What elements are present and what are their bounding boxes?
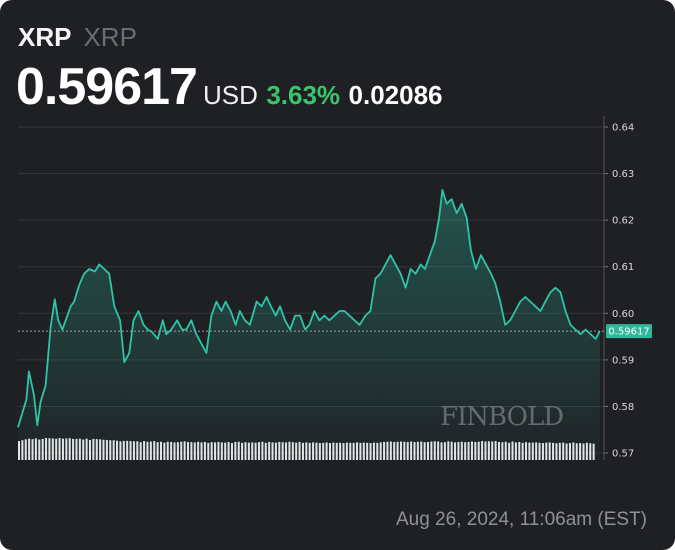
change-absolute: 0.02086 <box>348 80 443 110</box>
y-tick-label: 0.58 <box>612 402 634 413</box>
price-area <box>18 189 600 460</box>
price-chart: FINBOLD 0.57 0.58 0.59 0.60 0.61 0.62 0.63 0.64… <box>17 116 652 460</box>
y-tick-label: 0.63 <box>612 169 634 180</box>
last-price-marker: 0.59617 <box>18 324 652 339</box>
y-tick-label: 0.61 <box>612 262 634 273</box>
currency-label: USD <box>202 80 258 110</box>
price-line <box>17 189 601 428</box>
price-area-fill <box>18 189 600 460</box>
timestamp-label: Aug 26, 2024, 11:06am (EST) <box>395 509 647 530</box>
finbold-watermark: FINBOLD <box>440 402 563 432</box>
y-tick-label: 0.59 <box>612 355 634 366</box>
price-row: 0.59617 USD 3.63% 0.02086 <box>16 57 443 117</box>
price-value: 0.59617 <box>16 58 198 116</box>
symbol-label: XRP <box>18 22 72 52</box>
price-line-group <box>17 189 601 428</box>
last-price-label: 0.59617 <box>608 327 649 338</box>
y-tick-label: 0.60 <box>612 309 634 320</box>
symbol-row: XRP XRP <box>18 22 137 52</box>
change-percent: 3.63% <box>266 80 341 110</box>
y-tick-label: 0.64 <box>612 122 634 133</box>
y-tick-label: 0.62 <box>612 216 634 227</box>
symbol-sub-label: XRP <box>83 22 137 52</box>
y-axis-ticks: 0.57 0.58 0.59 0.60 0.61 0.62 0.63 0.64 <box>603 116 634 460</box>
y-tick-label: 0.57 <box>612 449 634 460</box>
last-price-box <box>606 324 652 339</box>
